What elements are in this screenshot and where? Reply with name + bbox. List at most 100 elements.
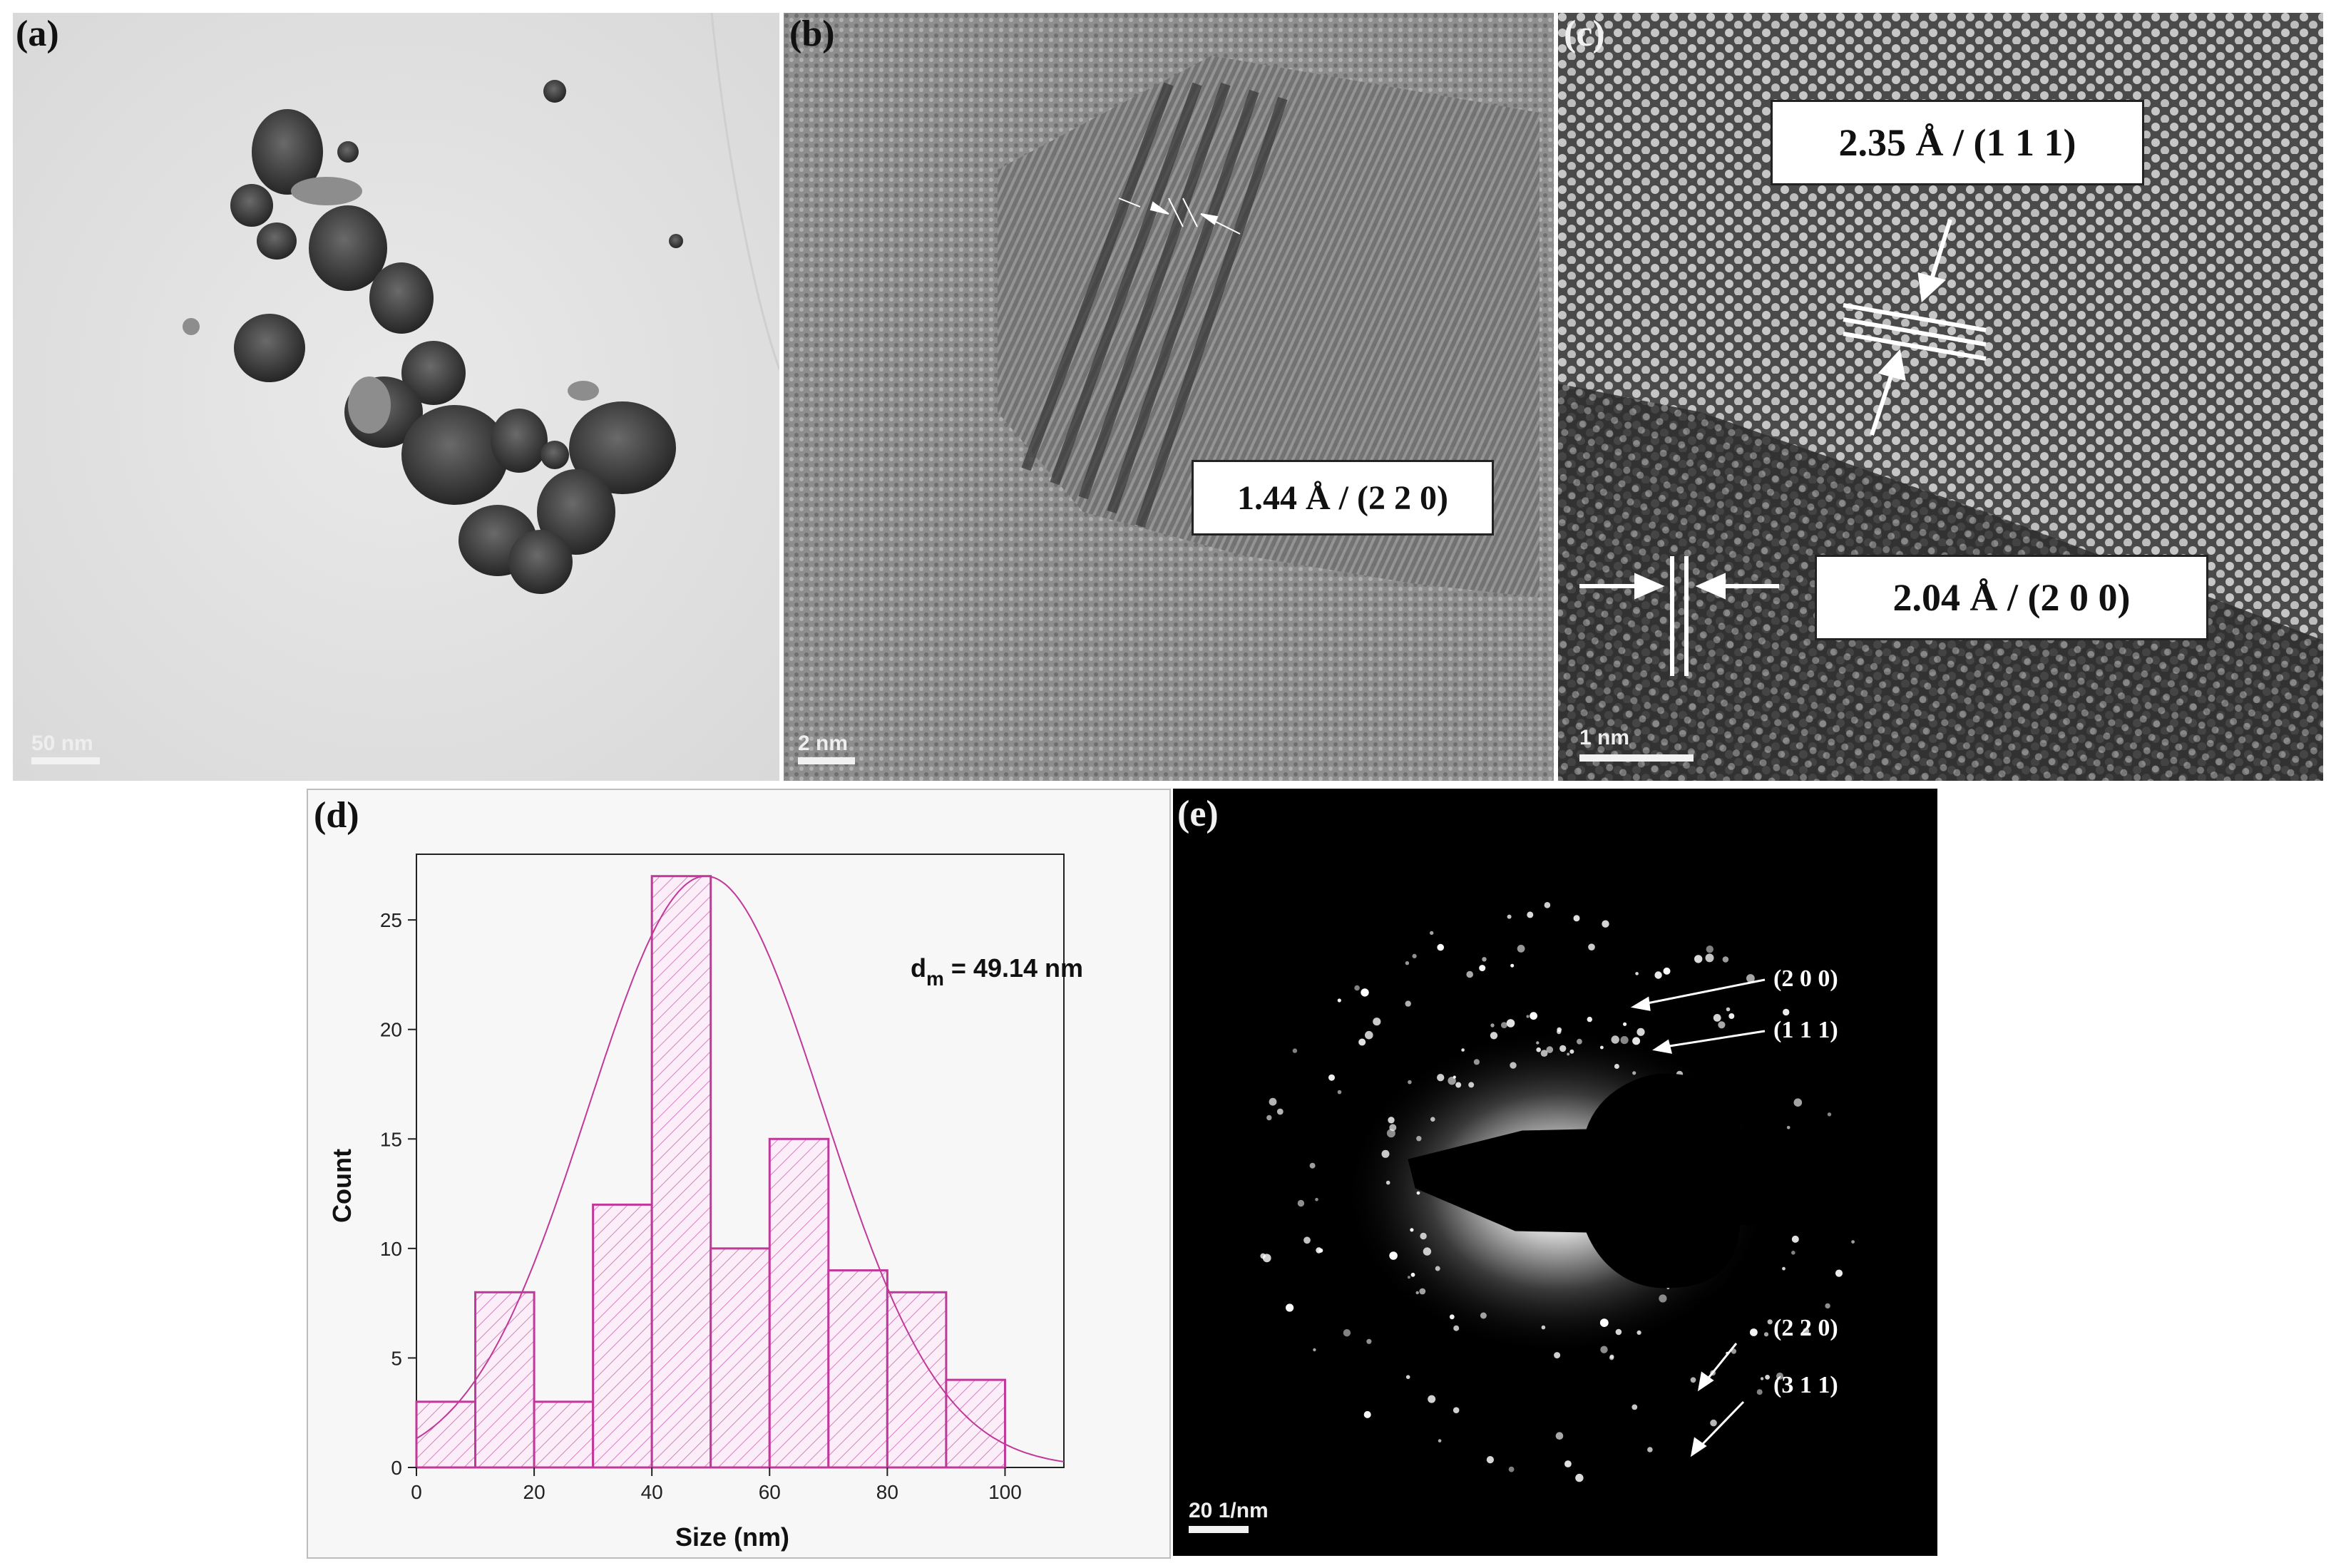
histogram-bar [945,1378,1006,1469]
diffraction-spot [1408,1080,1412,1085]
diffraction-spot [1527,911,1534,918]
diffraction-spot [1266,1114,1272,1121]
diffraction-spot [1587,1016,1592,1023]
diffraction-spot [1536,1041,1540,1045]
x-tick-label: 60 [759,1481,781,1503]
diffraction-spot [1654,971,1662,979]
diffraction-spot [1746,974,1755,983]
diffraction-spot [1760,1377,1764,1380]
panel-a-scale-bar [31,757,100,764]
panel-e-scale-bar [1189,1526,1249,1533]
diffraction-spot [1557,1027,1562,1032]
size-distribution-chart: 0 20 40 60 80 100 0 5 10 15 20 25 Count Size (nm) d… [327,854,1083,1552]
diffraction-spot [1569,1049,1574,1054]
diffraction-spot [1420,1232,1427,1240]
diffraction-spot [1328,1074,1335,1081]
diffraction-spot [1343,1329,1351,1337]
diffraction-spot [1632,1071,1636,1075]
histogram-bar [768,1137,830,1469]
diffraction-spot [1407,1276,1410,1279]
panel-b-scale-bar [798,757,855,764]
y-tick-label: 15 [380,1128,402,1150]
diffraction-spot [1260,1253,1266,1259]
diffraction-spot [1577,1038,1582,1045]
diffraction-spot [1602,920,1609,928]
panel-e-scale-text: 20 1/nm [1189,1499,1269,1522]
diffraction-spot [1466,970,1473,978]
diffraction-spot [1564,1460,1572,1467]
chart-mean-annotation: dm = 49.14 nm [911,953,1083,990]
diffraction-spot [1600,1045,1604,1050]
diffraction-spot [1286,1303,1294,1312]
diffraction-spot [1381,1149,1390,1158]
beam-stop [1408,1073,1937,1288]
diffraction-spot [1480,1312,1487,1319]
diffraction-spot [1315,1197,1318,1201]
diffraction-spot [1517,945,1525,953]
diffraction-spot [1726,1007,1731,1012]
diffraction-spot [1366,1338,1372,1344]
diffraction-spot [1825,1303,1830,1309]
panel-b-scale-text: 2 nm [798,732,849,755]
diffraction-spot [1363,1410,1371,1418]
diffraction-spot [1354,985,1360,991]
panel-c-label: (c) [1564,14,1605,54]
diffraction-spot [1473,1059,1480,1065]
diffraction-spot [1405,961,1410,965]
diffraction-spot [1438,1439,1442,1443]
diffraction-spot [1609,1354,1614,1359]
y-tick-label: 25 [380,909,402,931]
panel-e-label: (e) [1177,794,1219,834]
diffraction-spot [1337,1090,1342,1095]
diffraction-spot [1782,1266,1786,1271]
diffraction-spot [1835,1269,1843,1277]
diffraction-spot [1793,1098,1803,1107]
diffraction-spot [1415,1291,1419,1295]
diffraction-spot [1705,953,1714,963]
histogram-bar [827,1269,888,1469]
diffraction-spot [1412,953,1417,958]
diffraction-spot [1536,1047,1541,1052]
diffraction-spot [1647,1447,1653,1452]
diffraction-spot [1599,1318,1609,1327]
diffraction-spot [1430,1117,1435,1122]
diffraction-spot [1448,1077,1456,1085]
diffraction-spot [1292,1048,1298,1053]
diffraction-spot [1756,1389,1763,1395]
diffraction-spot [1490,1032,1498,1040]
diffraction-spot [1386,1129,1395,1138]
histogram-bar [886,1291,948,1469]
diffraction-spot [1389,1251,1398,1260]
diffraction-spot [1530,1012,1537,1020]
diffraction-spot [1706,946,1713,953]
diffraction-spot [1416,1136,1422,1142]
diffraction-spot [1765,1375,1770,1380]
diffraction-spot [1783,1008,1790,1016]
diffraction-spot [1615,1328,1622,1336]
diffraction-spot [1827,1112,1832,1117]
panel-c-dspacing-200-callout: 2.04 Å / (2 0 0) [1815,555,2208,640]
x-tick-label: 80 [876,1481,898,1503]
diffraction-spot [1461,1048,1465,1052]
diffraction-spot [1416,1191,1420,1195]
diffraction-spot [1575,1473,1584,1482]
hrtem-lattice-graphic [784,13,1554,781]
diffraction-spot [1636,1028,1645,1036]
diffraction-spot [1544,902,1551,908]
y-tick-label: 20 [380,1019,402,1041]
diffraction-spot [1507,914,1512,919]
diffraction-spot [1803,1328,1810,1335]
diffraction-spot [1510,963,1515,968]
panel-a-label: (a) [16,14,59,54]
panel-b-dspacing-callout: 1.44 Å / (2 2 0) [1192,460,1494,536]
diffraction-spot [1791,1235,1799,1243]
diffraction-spot [1430,931,1434,936]
diffraction-spot [1405,1375,1410,1379]
diffraction-spot [1555,1432,1564,1440]
diffraction-spot [1763,1332,1769,1337]
diffraction-spot [1540,1050,1548,1057]
diffraction-spot [1620,1036,1629,1045]
diffraction-spot [1546,1046,1554,1053]
diffraction-spot [1731,1348,1737,1354]
histogram-bar [709,1247,771,1469]
